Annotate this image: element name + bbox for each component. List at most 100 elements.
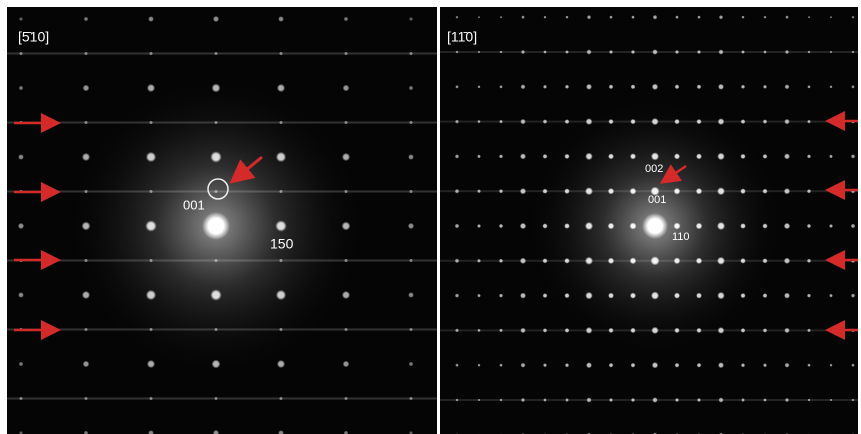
spot (608, 153, 614, 159)
spot (631, 363, 636, 368)
spot-label: 002 (645, 163, 663, 175)
spot (280, 121, 283, 124)
spot (609, 398, 613, 402)
spot (455, 189, 460, 194)
spot (215, 121, 218, 124)
spot (762, 189, 767, 194)
spot (520, 188, 526, 194)
spot (477, 259, 481, 263)
spot (345, 328, 348, 331)
spot (202, 212, 230, 240)
spot (20, 397, 23, 400)
spot (409, 362, 414, 367)
spot (18, 223, 24, 229)
spot (408, 154, 414, 160)
spot (85, 397, 88, 400)
spot (85, 121, 88, 124)
spot (150, 121, 153, 124)
spot (18, 154, 24, 160)
spot (718, 327, 725, 334)
spot (586, 362, 592, 368)
spot (343, 361, 350, 368)
spot (215, 52, 218, 55)
spot (785, 15, 789, 19)
spot-label: 110 (672, 231, 690, 243)
spot (585, 292, 592, 299)
spot (608, 188, 614, 194)
spot (852, 51, 855, 54)
spot (718, 397, 723, 402)
spot (653, 15, 658, 20)
spot (807, 189, 811, 193)
spot (608, 119, 613, 124)
spot (147, 360, 155, 368)
spot (477, 155, 481, 159)
spot (343, 85, 350, 92)
spot (499, 364, 502, 367)
spot (150, 328, 153, 331)
spot (830, 399, 833, 402)
spot (851, 293, 855, 297)
spot (696, 293, 702, 299)
spot (585, 257, 593, 265)
spot (696, 188, 702, 194)
spot (478, 51, 481, 54)
spot (830, 364, 833, 367)
spot (585, 187, 593, 195)
spot (564, 293, 569, 298)
spot (150, 397, 153, 400)
spot (763, 154, 768, 159)
spot (85, 328, 88, 331)
spot (345, 121, 348, 124)
spot (215, 328, 218, 331)
spot (631, 15, 634, 18)
spot (212, 84, 221, 93)
streak (7, 398, 437, 400)
spot (586, 49, 591, 54)
panel-left: [5̄10] 001 150 (0, 0, 478, 434)
spot (212, 360, 221, 369)
spot (565, 398, 569, 402)
spot (84, 17, 89, 22)
spot (82, 291, 90, 299)
spot (608, 328, 613, 333)
streak (440, 51, 858, 53)
spot (83, 361, 90, 368)
spot (342, 222, 351, 231)
spot (718, 362, 724, 368)
spot (410, 52, 413, 55)
spot (150, 259, 153, 262)
spot (478, 16, 480, 18)
spot (630, 328, 635, 333)
spot (478, 85, 481, 88)
spot (520, 119, 526, 125)
spot (280, 52, 283, 55)
spot (608, 258, 614, 264)
spot (785, 50, 789, 54)
spot (280, 190, 283, 193)
spot (762, 258, 767, 263)
spot (784, 328, 790, 334)
spot (455, 363, 459, 367)
spot (543, 293, 548, 298)
spot (410, 190, 413, 193)
spot (499, 224, 503, 228)
spot (674, 328, 679, 333)
spot (675, 84, 680, 89)
spot (542, 258, 547, 263)
spot (410, 328, 413, 331)
spot (630, 153, 636, 159)
zone-axis-label: [5̄10] (18, 29, 49, 45)
spot (763, 293, 768, 298)
spot (696, 119, 701, 124)
spot (342, 291, 350, 299)
spot (784, 258, 790, 264)
spot (520, 153, 526, 159)
spot (586, 118, 593, 125)
spot (146, 290, 156, 300)
streak (440, 399, 858, 401)
spot (455, 259, 460, 264)
spot (763, 119, 767, 123)
spot (718, 84, 724, 90)
spot (696, 258, 702, 264)
